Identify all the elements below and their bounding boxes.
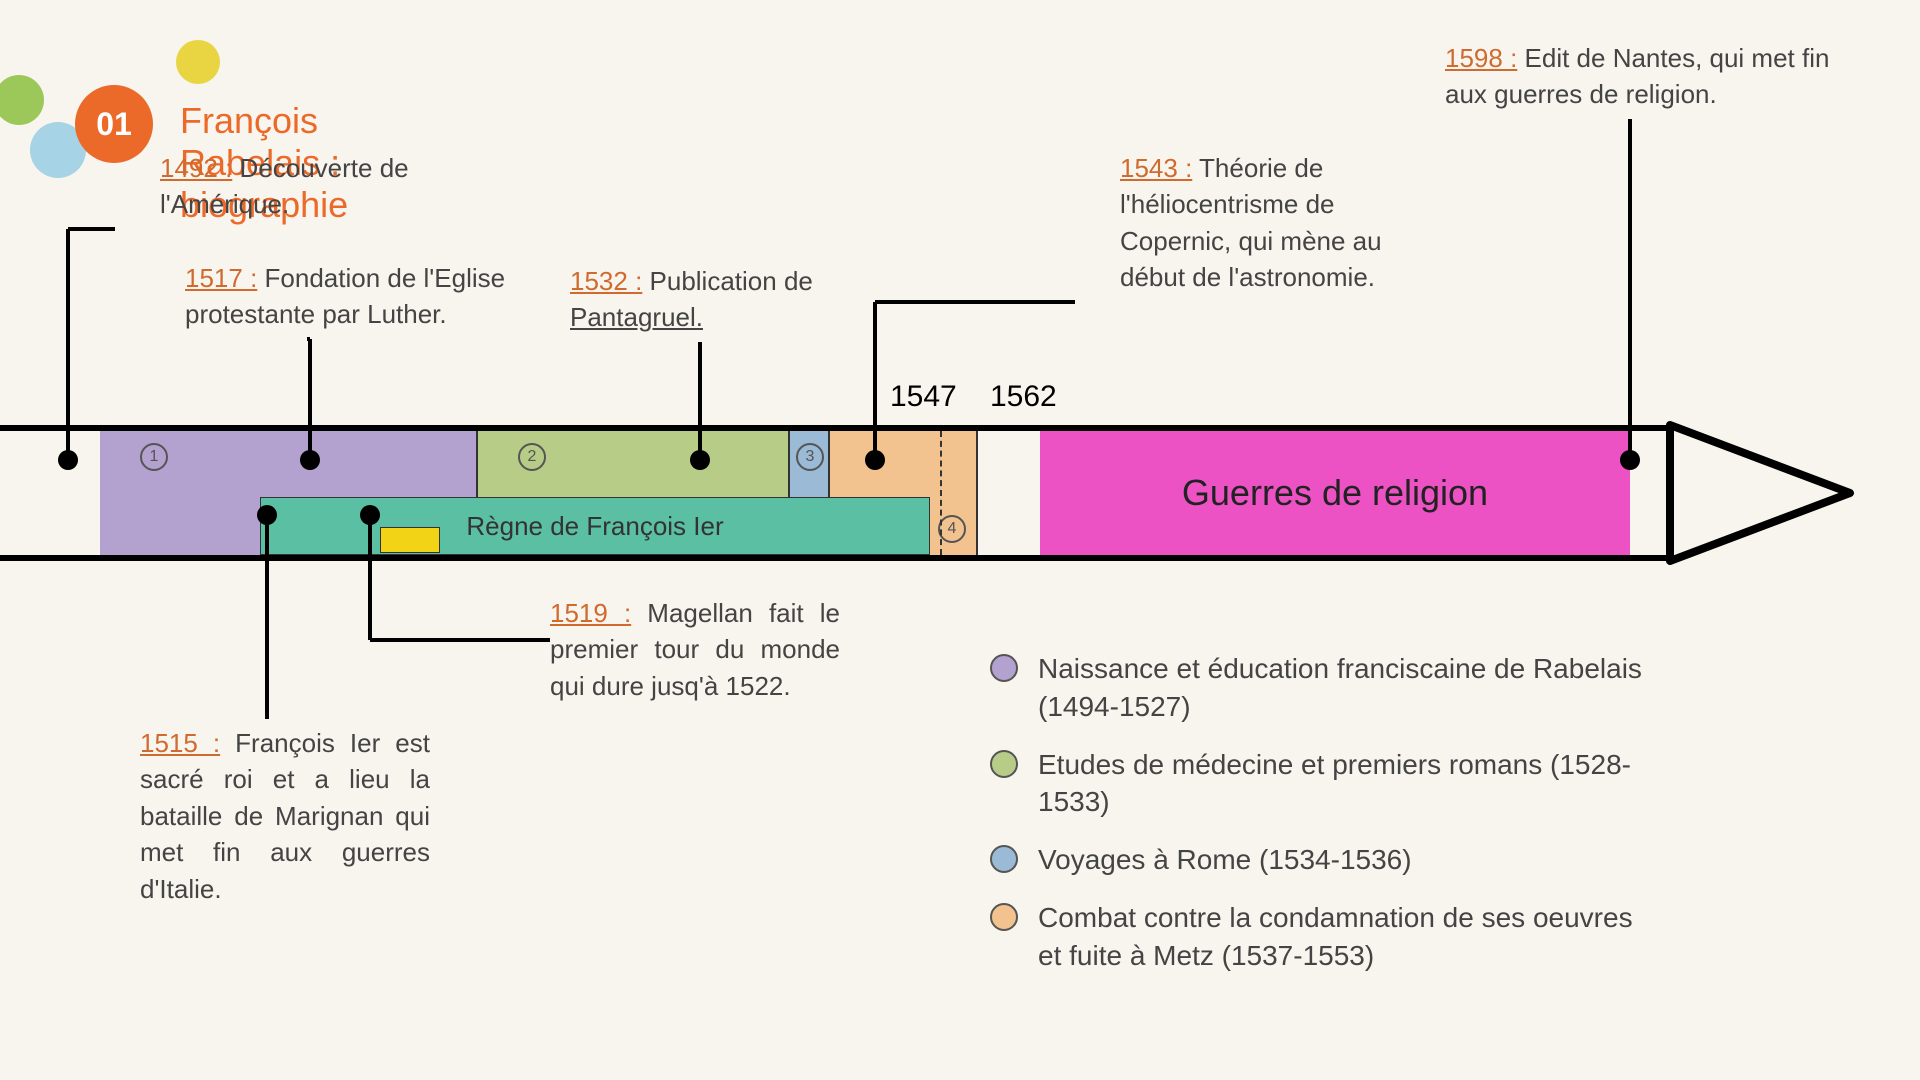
annotation-year: 1532 : xyxy=(570,266,642,296)
legend-item: Etudes de médecine et premiers romans (1… xyxy=(990,746,1658,822)
annotation-year: 1519 : xyxy=(550,598,631,628)
legend-label: Voyages à Rome (1534-1536) xyxy=(1038,841,1412,879)
section-number-badge: 01 xyxy=(75,85,153,163)
wars-of-religion-label: Guerres de religion xyxy=(1182,472,1488,514)
timeline-block-number: 1 xyxy=(140,443,168,471)
timeline-block-number: 3 xyxy=(796,443,824,471)
wars-of-religion-bar: Guerres de religion xyxy=(1040,431,1630,555)
timeline-bottom-border xyxy=(0,555,1670,561)
annotation-a1598: 1598 : Edit de Nantes, qui met fin aux g… xyxy=(1445,40,1835,113)
decor-bubble-green xyxy=(0,75,44,125)
legend-item: Naissance et éducation franciscaine de R… xyxy=(990,650,1658,726)
annotation-a1492: 1492 : Découverte de l'Amérique. xyxy=(160,150,500,223)
timeline-arrowhead-icon xyxy=(1660,395,1860,591)
annotation-a1532: 1532 : Publication de Pantagruel. xyxy=(570,263,850,336)
timeline-date-label: 1562 xyxy=(990,380,1057,414)
legend-color-icon xyxy=(990,903,1018,931)
timeline-date-label: 1547 xyxy=(890,380,957,414)
annotation-year: 1515 : xyxy=(140,728,220,758)
decor-bubble-yellow xyxy=(176,40,220,84)
annotation-year: 1543 : xyxy=(1120,153,1192,183)
timeline-dashed-divider xyxy=(940,431,942,555)
annotation-a1519: 1519 : Magellan fait le premier tour du … xyxy=(550,595,840,704)
legend-item: Voyages à Rome (1534-1536) xyxy=(990,841,1658,879)
legend-label: Naissance et éducation franciscaine de R… xyxy=(1038,650,1658,726)
legend-label: Combat contre la condamnation de ses oeu… xyxy=(1038,899,1658,975)
legend-color-icon xyxy=(990,845,1018,873)
section-number: 01 xyxy=(96,106,132,143)
annotation-a1543: 1543 : Théorie de l'héliocentrisme de Co… xyxy=(1120,150,1420,296)
legend-color-icon xyxy=(990,654,1018,682)
timeline-block-number: 2 xyxy=(518,443,546,471)
legend-label: Etudes de médecine et premiers romans (1… xyxy=(1038,746,1658,822)
annotation-a1517: 1517 : Fondation de l'Eglise protestante… xyxy=(185,260,525,333)
reign-bar: Règne de François Ier xyxy=(260,497,930,555)
annotation-year: 1492 : xyxy=(160,153,232,183)
reign-label: Règne de François Ier xyxy=(466,511,723,542)
annotation-a1515: 1515 : François Ier est sacré roi et a l… xyxy=(140,725,430,907)
timeline-block-number: 4 xyxy=(938,515,966,543)
annotation-year: 1598 : xyxy=(1445,43,1517,73)
legend-color-icon xyxy=(990,750,1018,778)
legend-item: Combat contre la condamnation de ses oeu… xyxy=(990,899,1658,975)
legend: Naissance et éducation franciscaine de R… xyxy=(990,650,1658,995)
annotation-year: 1517 : xyxy=(185,263,257,293)
timeline: 1 2 3 4 Règne de François Ier Guerres de re… xyxy=(0,425,1920,565)
annotation-underlined-term: Pantagruel. xyxy=(570,302,703,332)
yellow-marker xyxy=(380,527,440,553)
